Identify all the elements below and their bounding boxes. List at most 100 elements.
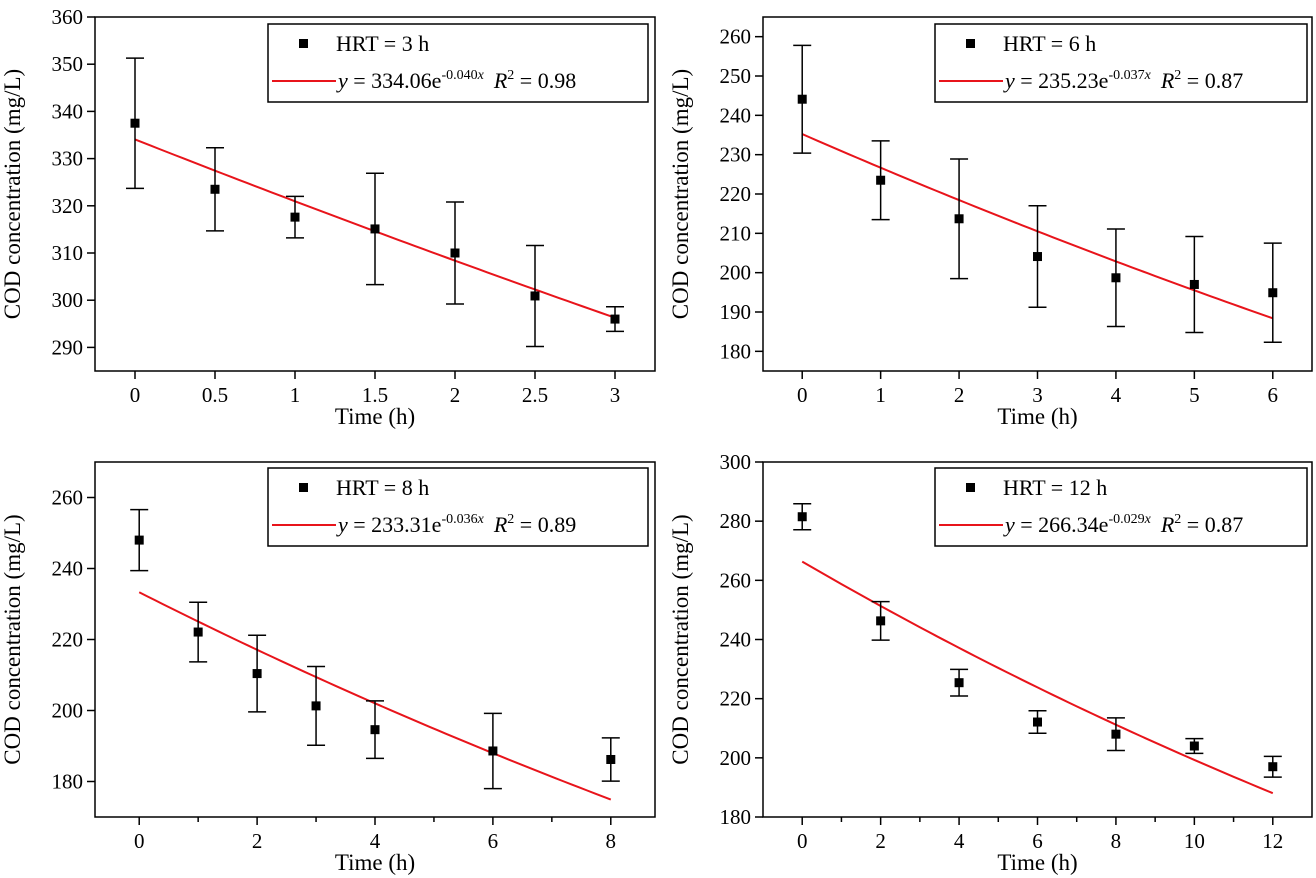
x-tick-label: 0.5 — [202, 383, 228, 407]
data-point — [1189, 741, 1199, 751]
equation-exponent-x: x — [1144, 68, 1152, 83]
x-tick-label: 5 — [1189, 383, 1200, 407]
equation-y-symbol: y — [336, 68, 348, 93]
y-tick-label: 250 — [720, 64, 752, 88]
r-squared-value: = 0.89 — [514, 512, 576, 537]
data-point — [488, 746, 498, 756]
y-tick-label: 340 — [52, 99, 84, 123]
y-tick-label: 260 — [720, 25, 752, 49]
r-squared-value: = 0.87 — [1181, 512, 1243, 537]
data-point — [530, 291, 540, 301]
legend-marker — [299, 39, 308, 48]
y-axis-title: COD concentration (mg/L) — [668, 514, 693, 764]
equation-coefficient: = 235.23e — [1015, 68, 1109, 93]
data-point — [954, 214, 964, 224]
x-tick-label: 1 — [875, 383, 886, 407]
data-point — [290, 212, 300, 222]
y-tick-label: 280 — [720, 509, 752, 533]
equation-exponent: -0.040 — [441, 68, 477, 83]
y-tick-label: 200 — [52, 699, 84, 723]
x-tick-label: 0 — [797, 829, 808, 853]
fit-curve — [138, 591, 612, 801]
equation-coefficient: = 334.06e — [348, 68, 442, 93]
legend-fit-equation: y = 334.06e-0.040x R2 = 0.98 — [336, 68, 576, 93]
x-tick-label: 1 — [290, 383, 301, 407]
equation-exponent: -0.029 — [1108, 512, 1144, 527]
legend-marker — [966, 39, 975, 48]
panel-hrt-8h: 0 2 4 6 8 180 200 220 240 260 Time (h) COD concentr… — [0, 461, 656, 875]
data-point — [606, 754, 616, 764]
x-tick-label: 2 — [450, 383, 461, 407]
y-tick-label: 350 — [52, 52, 84, 76]
data-point — [876, 175, 886, 185]
data-point — [252, 669, 262, 679]
legend-series-label: HRT = 6 h — [1003, 31, 1096, 56]
r-squared-symbol: R — [493, 68, 508, 93]
y-tick-label: 260 — [720, 568, 752, 592]
y-tick-label: 180 — [52, 770, 84, 794]
equation-exponent: -0.037 — [1108, 68, 1144, 83]
legend-marker — [966, 483, 975, 492]
legend-box — [934, 23, 1308, 103]
data-point — [210, 184, 220, 194]
x-tick-label: 12 — [1262, 829, 1283, 853]
data-point — [954, 678, 964, 688]
equation-exponent-x: x — [1144, 512, 1152, 527]
x-tick-label: 3 — [1032, 383, 1043, 407]
data-point — [370, 725, 380, 735]
x-tick-label: 6 — [488, 829, 499, 853]
x-tick-label: 6 — [1268, 383, 1279, 407]
y-tick-label: 240 — [720, 628, 752, 652]
data-point — [134, 535, 144, 545]
legend-series-label: HRT = 12 h — [1003, 475, 1107, 500]
data-point — [1033, 252, 1042, 262]
equation-y-symbol: y — [1003, 512, 1015, 537]
y-tick-label: 180 — [720, 339, 752, 363]
x-tick-label: 2 — [252, 829, 263, 853]
y-tick-label: 190 — [720, 300, 752, 324]
legend-series-label: HRT = 3 h — [336, 31, 429, 56]
x-axis-title: Time (h) — [335, 850, 415, 875]
r-squared-value: = 0.87 — [1181, 68, 1243, 93]
x-tick-label: 2 — [875, 829, 886, 853]
equation-exponent-x: x — [477, 512, 485, 527]
legend-fit-equation: y = 235.23e-0.037x R2 = 0.87 — [1003, 68, 1243, 93]
y-tick-label: 230 — [720, 143, 752, 167]
x-axis-title: Time (h) — [997, 404, 1077, 429]
fit-curve — [801, 560, 1274, 795]
equation-coefficient: = 266.34e — [1015, 512, 1109, 537]
data-point — [311, 701, 321, 711]
data-point — [1268, 762, 1278, 772]
r-squared-symbol: R — [493, 512, 508, 537]
y-axis-title: COD concentration (mg/L) — [0, 514, 25, 764]
data-point — [876, 616, 886, 626]
r-squared-superscript: 2 — [507, 512, 514, 527]
y-tick-label: 320 — [52, 194, 84, 218]
x-tick-label: 4 — [1111, 383, 1122, 407]
data-point — [450, 248, 460, 258]
legend-marker — [299, 483, 308, 492]
r-squared-superscript: 2 — [507, 68, 514, 83]
y-tick-label: 180 — [720, 805, 752, 829]
r-squared-symbol: R — [1160, 68, 1175, 93]
x-axis-title: Time (h) — [335, 404, 415, 429]
panel-hrt-3h: 0 0.5 1 1.5 2 2.5 3 290 300 310 320 330 340 350 360 Tim… — [0, 5, 656, 429]
data-point — [1189, 279, 1199, 289]
x-tick-label: 8 — [1111, 829, 1122, 853]
legend-fit-equation: y = 233.31e-0.036x R2 = 0.89 — [336, 512, 576, 537]
data-point — [797, 94, 807, 104]
x-tick-label: 4 — [954, 829, 965, 853]
y-tick-label: 290 — [52, 335, 84, 359]
legend-fit-equation: y = 266.34e-0.029x R2 = 0.87 — [1003, 512, 1243, 537]
r-squared-superscript: 2 — [1174, 68, 1181, 83]
r-squared-value: = 0.98 — [514, 68, 576, 93]
y-tick-label: 330 — [52, 147, 84, 171]
y-tick-label: 310 — [52, 241, 84, 265]
legend-series-label: HRT = 8 h — [336, 475, 429, 500]
r-squared-superscript: 2 — [1174, 512, 1181, 527]
equation-coefficient: = 233.31e — [348, 512, 442, 537]
data-point — [610, 314, 620, 324]
y-tick-label: 210 — [720, 221, 752, 245]
panel-hrt-6h: 0 1 2 3 4 5 6 180 190 200 210 220 230 240 250 260 Time (… — [668, 16, 1313, 429]
